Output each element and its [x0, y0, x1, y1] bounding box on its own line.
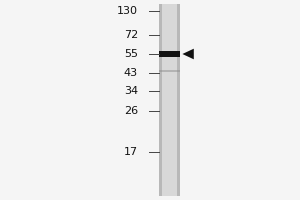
Text: 17: 17: [124, 147, 138, 157]
Bar: [162, 4, 177, 196]
Bar: [159, 70, 180, 72]
Text: 43: 43: [124, 68, 138, 78]
Text: 130: 130: [117, 6, 138, 16]
Text: 34: 34: [124, 86, 138, 96]
Polygon shape: [182, 49, 194, 59]
Text: 26: 26: [124, 106, 138, 116]
Text: 72: 72: [124, 30, 138, 40]
Bar: [159, 51, 180, 57]
Text: 55: 55: [124, 49, 138, 59]
Bar: [159, 4, 180, 196]
